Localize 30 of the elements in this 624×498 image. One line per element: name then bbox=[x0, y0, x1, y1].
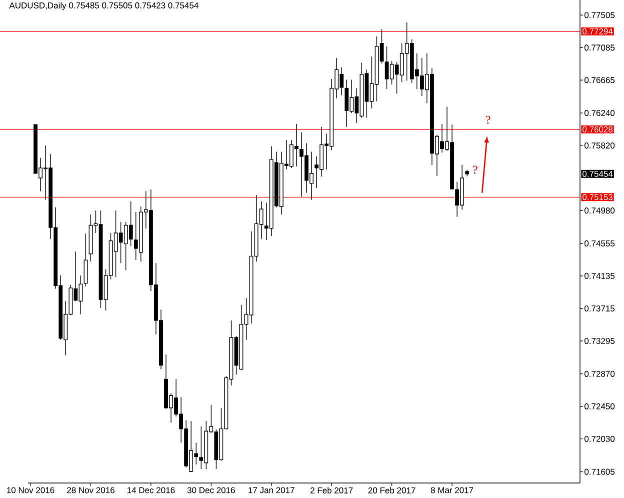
y-tick-label: 0.74135 bbox=[584, 272, 615, 279]
x-tick-label: 8 Mar 2017 bbox=[430, 487, 474, 494]
x-tick-label: 14 Dec 2016 bbox=[127, 487, 175, 494]
text: 0.75454 bbox=[582, 170, 613, 177]
y-tick-label: 0.74980 bbox=[584, 208, 615, 214]
y-tick-label: 0.76665 bbox=[584, 77, 615, 84]
annotation: ? bbox=[486, 116, 490, 124]
y-tick-label: 0.77085 bbox=[584, 44, 615, 51]
x-tick-label: 30 Dec 2016 bbox=[187, 487, 235, 494]
ref-line-label: 0.76028 bbox=[582, 126, 613, 132]
ref-line-label: 0.75153 bbox=[582, 194, 613, 200]
y-tick-label: 0.74555 bbox=[584, 240, 615, 246]
y-tick-label: 0.71605 bbox=[584, 468, 615, 475]
y-tick-label: 0.72450 bbox=[584, 403, 615, 410]
x-tick-label: 10 Nov 2016 bbox=[7, 487, 54, 494]
y-tick-label: 0.77505 bbox=[584, 12, 615, 18]
y-tick-label: 0.73295 bbox=[584, 338, 615, 344]
x-tick-label: 20 Feb 2017 bbox=[368, 487, 416, 494]
candlestick bbox=[465, 170, 470, 177]
y-tick-label: 0.72870 bbox=[584, 370, 615, 377]
x-tick-label: 2 Feb 2017 bbox=[310, 487, 353, 494]
ref-line-label: 0.77294 bbox=[582, 28, 613, 34]
y-tick-label: 0.72030 bbox=[584, 436, 615, 442]
y-tick-label: 0.73715 bbox=[584, 305, 615, 312]
x-tick-label: 17 Jan 2017 bbox=[248, 487, 294, 494]
y-tick-label: 0.75820 bbox=[584, 142, 615, 149]
chart-title: AUDUSD,Daily 0.75485 0.75505 0.75423 0.75454 bbox=[9, 2, 198, 10]
x-tick-label: 28 Nov 2016 bbox=[67, 487, 114, 494]
y-tick-label: 0.76240 bbox=[584, 110, 615, 116]
annotation: ? bbox=[473, 166, 478, 174]
